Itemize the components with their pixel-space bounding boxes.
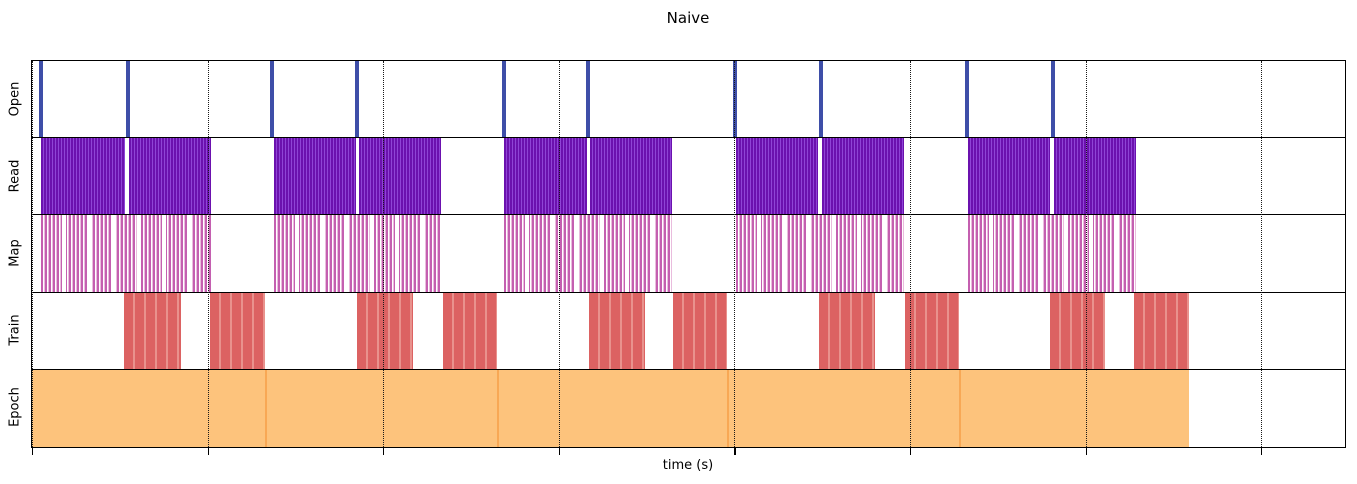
read-block [40,138,125,215]
y-axis-label-map: Map [7,239,23,267]
read-block [590,138,673,215]
vertical-gridline [910,61,911,447]
train-block [356,292,413,369]
open-event-line [818,61,823,138]
row-map [32,215,1345,293]
vertical-gridline [383,61,385,447]
epoch-block [32,369,266,447]
vertical-gridline [1261,61,1263,447]
open-event-line [125,61,130,138]
epoch-block [497,369,728,447]
row-train [32,292,1345,370]
map-block [735,215,905,292]
open-event-line [270,61,275,138]
map-block [504,215,673,292]
epoch-block [265,369,498,447]
train-block [442,292,498,369]
y-axis-label-train: Train [7,314,23,346]
x-axis-tick [734,448,736,455]
y-axis-label-read: Read [7,159,23,193]
open-event-line [586,61,591,138]
x-axis-tick [383,448,385,455]
vertical-gridline [207,61,209,447]
open-event-line [964,61,969,138]
x-axis-tick [207,448,209,455]
x-axis-tick [32,448,34,455]
x-axis-tick [910,448,912,455]
train-block [589,292,646,369]
plot-area [31,60,1346,455]
x-axis-tick [1085,448,1087,455]
read-block [821,138,905,215]
open-event-line [38,61,43,138]
vertical-gridline [1085,61,1087,447]
read-block [128,138,212,215]
train-block [1134,292,1190,369]
train-block [209,292,266,369]
map-block [967,215,1137,292]
x-axis-tick [1261,448,1263,455]
vertical-gridline [734,61,736,447]
epoch-block [727,369,960,447]
row-open [32,61,1345,139]
y-axis-label-epoch: Epoch [7,387,23,428]
x-axis-label: time (s) [662,458,714,473]
row-read [32,138,1345,216]
train-block [673,292,728,369]
map-block [40,215,212,292]
read-block [967,138,1051,215]
chart-title: Naive [666,9,710,27]
vertical-gridline [558,61,560,447]
row-epoch [32,369,1345,447]
read-block [273,138,356,215]
open-event-line [355,61,360,138]
read-block [358,138,442,215]
train-block [819,292,875,369]
epoch-block [959,369,1190,447]
y-axis-label-open: Open [7,81,23,116]
train-block [905,292,960,369]
read-block [1053,138,1137,215]
read-block [504,138,587,215]
open-event-line [1050,61,1055,138]
open-event-line [502,61,507,138]
train-block [124,292,181,369]
read-block [735,138,818,215]
vertical-gridline [32,61,33,447]
x-axis-tick [558,448,560,455]
map-block [273,215,442,292]
train-block [1049,292,1106,369]
